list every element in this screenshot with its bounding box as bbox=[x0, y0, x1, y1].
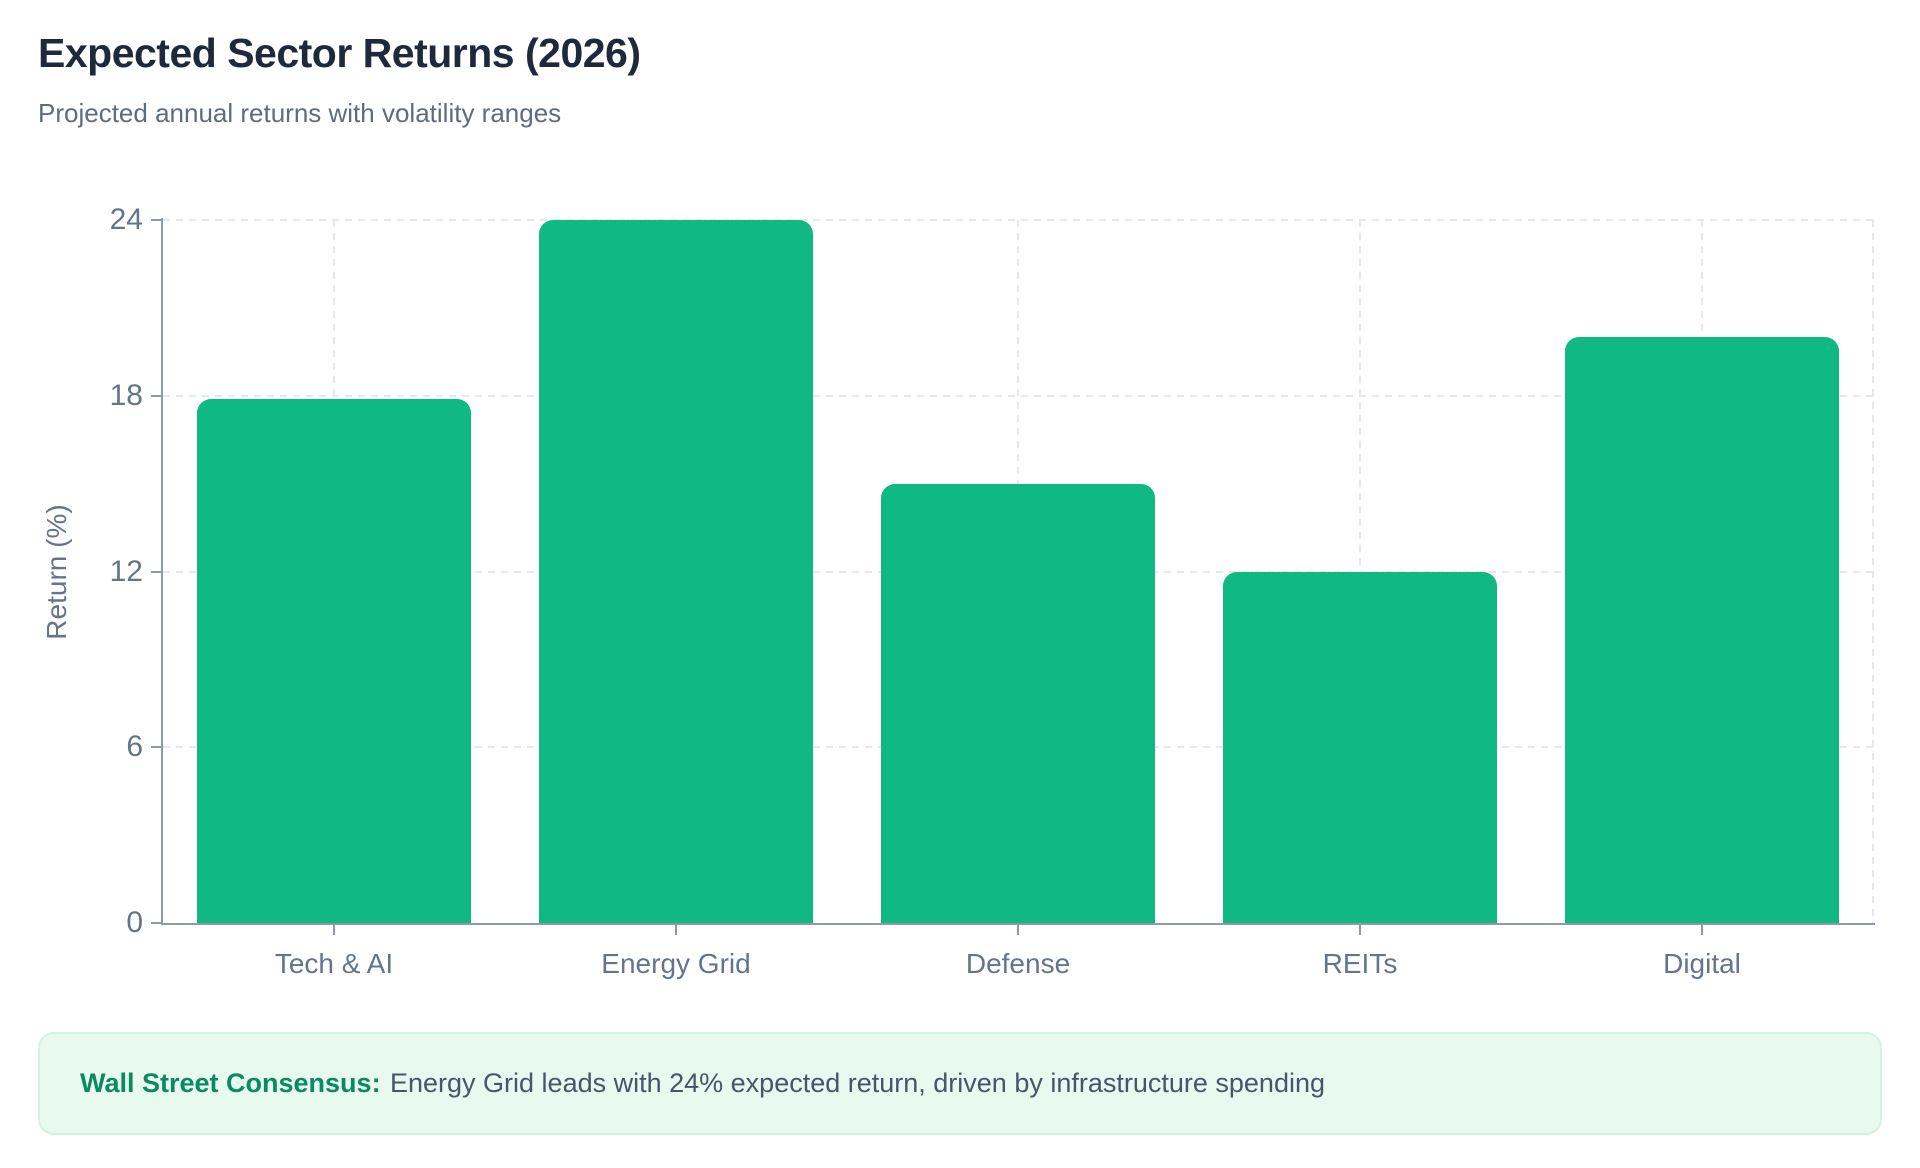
x-tick-mark-reits bbox=[1359, 925, 1361, 935]
y-tick-mark-6 bbox=[151, 746, 161, 749]
bar-tech-ai bbox=[197, 398, 471, 923]
x-tick-label-tech-ai: Tech & AI bbox=[274, 948, 394, 979]
y-axis-title: Return (%) bbox=[41, 503, 72, 640]
consensus-note-text: Energy Grid leads with 24% expected retu… bbox=[390, 1068, 1325, 1098]
bar-digital bbox=[1565, 337, 1839, 923]
x-tick-label-energy-grid: Energy Grid bbox=[601, 948, 751, 979]
gridline-x-right-edge bbox=[1872, 220, 1874, 923]
x-tick-mark-defense bbox=[1017, 925, 1019, 935]
bar-energy-grid bbox=[539, 220, 813, 923]
y-tick-mark-18 bbox=[151, 394, 161, 397]
y-tick-label-18: 18 bbox=[109, 378, 143, 412]
consensus-note: Wall Street Consensus: Energy Grid leads… bbox=[38, 1032, 1882, 1135]
page-subtitle: Projected annual returns with volatility… bbox=[38, 98, 562, 128]
x-tick-mark-tech-ai bbox=[333, 925, 335, 935]
y-tick-label-24: 24 bbox=[109, 203, 143, 236]
y-axis-line bbox=[161, 218, 163, 925]
y-tick-mark-24 bbox=[151, 219, 161, 221]
x-tick-label-defense: Defense bbox=[965, 948, 1071, 979]
y-tick-mark-12 bbox=[151, 570, 161, 573]
y-tick-label-6: 6 bbox=[126, 730, 143, 764]
x-tick-label-digital: Digital bbox=[1663, 948, 1741, 979]
consensus-note-label: Wall Street Consensus: bbox=[80, 1068, 381, 1098]
x-tick-mark-digital bbox=[1701, 925, 1703, 935]
page-title: Expected Sector Returns (2026) bbox=[38, 30, 641, 76]
y-tick-label-0: 0 bbox=[126, 906, 143, 939]
bar-reits bbox=[1223, 571, 1497, 923]
x-tick-mark-energy-grid bbox=[675, 925, 677, 935]
x-tick-label-reits: REITs bbox=[1322, 948, 1398, 979]
y-tick-label-12: 12 bbox=[109, 554, 143, 588]
y-tick-mark-0 bbox=[151, 922, 161, 924]
x-axis-line bbox=[161, 923, 1875, 925]
bar-defense bbox=[881, 483, 1155, 923]
